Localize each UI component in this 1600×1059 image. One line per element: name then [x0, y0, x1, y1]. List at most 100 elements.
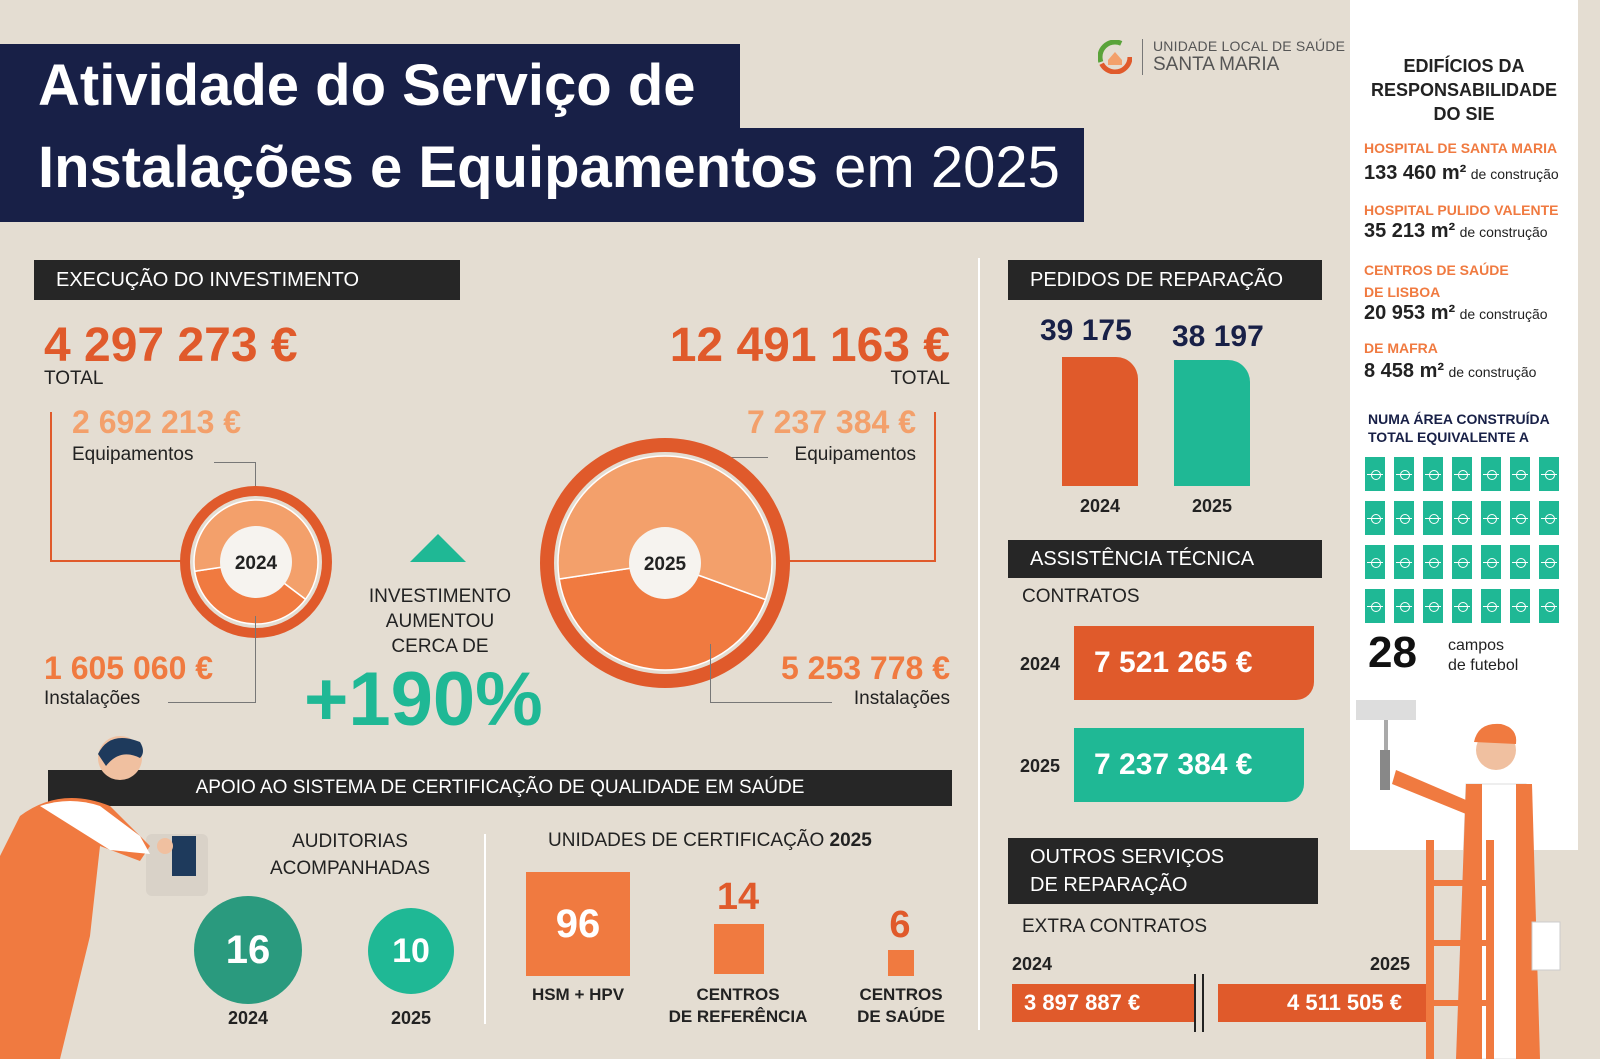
- donut-slice-installations: [558, 562, 767, 671]
- other-value-2025: 4 511 505 €: [1218, 984, 1426, 1022]
- increase-arrow-icon: [410, 534, 466, 562]
- investment-2025-equipment-label: Equipamentos: [794, 444, 916, 465]
- building-area: 35 213 m²: [1364, 220, 1456, 242]
- divider: [1194, 974, 1196, 1032]
- football-field-icon: [1422, 500, 1444, 536]
- repairs-2025-value: 38 197: [1172, 320, 1264, 353]
- repairs-bar-2024: [1062, 356, 1138, 486]
- audits-2024-circle: 16: [194, 896, 302, 1004]
- football-fields-grid: [1364, 456, 1564, 624]
- building-item: CENTROS DE SAÚDE DE LISBOA 20 953 m² de …: [1364, 262, 1548, 325]
- connector-line: [710, 702, 832, 703]
- unit-label-2: DE SAÚDE: [857, 1007, 945, 1026]
- increase-value: +190%: [304, 657, 543, 742]
- audits-year-2024: 2024: [227, 1008, 269, 1028]
- unit-ref-value: 14: [716, 876, 760, 918]
- title-banner-line2: [0, 128, 1084, 222]
- connector-line: [934, 412, 936, 562]
- football-field-icon: [1480, 588, 1502, 624]
- football-field-icon: [1364, 588, 1386, 624]
- building-area: 20 953 m²: [1364, 302, 1456, 324]
- logo-line1: UNIDADE LOCAL DE SAÚDE: [1153, 38, 1346, 54]
- investment-2025-total: 12 491 163 €: [669, 319, 950, 372]
- audits-title-2: ACOMPANHADAS: [269, 858, 431, 879]
- technical-year-2024: 2024: [1020, 654, 1061, 674]
- area-text-2: TOTAL EQUIVALENTE A: [1368, 429, 1530, 445]
- donut-year-label: 2025: [644, 554, 687, 575]
- donut-center: [220, 526, 292, 598]
- football-field-icon: [1538, 588, 1560, 624]
- football-field-icon: [1422, 588, 1444, 624]
- logo: UNIDADE LOCAL DE SAÚDE SANTA MARIA: [1097, 38, 1346, 76]
- units-title-text: UNIDADES DE CERTIFICAÇÃO: [548, 830, 825, 851]
- increase-text-2: AUMENTOU: [385, 611, 495, 632]
- connector-line: [214, 462, 256, 463]
- investment-2025-installations-label: Instalações: [853, 688, 950, 709]
- page-title-line1: Atividade do Serviço de: [38, 53, 696, 118]
- building-item: DE MAFRA 8 458 m² de construção: [1364, 340, 1536, 383]
- audits-year-2025: 2025: [390, 1008, 432, 1028]
- football-field-icon: [1480, 544, 1502, 580]
- unit-ref-square: [714, 924, 764, 974]
- title-banner-line1: [0, 44, 740, 128]
- technical-sub: CONTRATOS: [1022, 586, 1140, 607]
- football-field-icon: [1364, 544, 1386, 580]
- unit-label: CENTROS DE REFERÊNCIA: [654, 984, 822, 1028]
- audits-2025-circle: 10: [368, 908, 454, 994]
- football-field-icon: [1393, 544, 1415, 580]
- page-title-line2: Instalações e Equipamentos em 2025: [38, 134, 1060, 201]
- football-field-icon: [1538, 544, 1560, 580]
- other-sub: EXTRA CONTRATOS: [1022, 916, 1208, 937]
- technical-header: ASSISTÊNCIA TÉCNICA: [1008, 540, 1322, 578]
- area-text-1: NUMA ÁREA CONSTRUÍDA: [1368, 411, 1550, 427]
- connector-line: [780, 560, 936, 562]
- unit-label-1: CENTROS: [859, 985, 943, 1004]
- donut-2025: 2025: [540, 438, 790, 688]
- donut-center: [629, 527, 701, 599]
- unit-label-2: DE REFERÊNCIA: [668, 1007, 808, 1026]
- building-suffix: de construção: [1448, 364, 1537, 380]
- football-field-icon: [1393, 588, 1415, 624]
- audits-title: AUDITORIAS ACOMPANHADAS: [250, 828, 450, 882]
- building-name: CENTROS DE SAÚDE: [1364, 262, 1509, 278]
- building-area: 133 460 m²: [1364, 162, 1467, 184]
- other-header-1: OUTROS SERVIÇOS: [1030, 846, 1225, 868]
- investment-2024-total-label: TOTAL: [44, 368, 104, 389]
- building-item: HOSPITAL DE SANTA MARIA 133 460 m² de co…: [1364, 140, 1559, 185]
- football-field-icon: [1509, 500, 1531, 536]
- investment-2024-total: 4 297 273 €: [44, 319, 298, 372]
- increase-text-1: INVESTIMENTO: [368, 586, 512, 607]
- unit-health-value: 6: [889, 904, 911, 946]
- units-title-year: 2025: [829, 830, 872, 851]
- technical-year-2025: 2025: [1020, 756, 1061, 776]
- unit-hsm-hpv-square: 96: [526, 872, 630, 976]
- connector-line: [168, 702, 256, 703]
- building-suffix: de construção: [1459, 224, 1548, 240]
- repairs-bar-2025: [1174, 359, 1250, 486]
- units-title: UNIDADES DE CERTIFICAÇÃO 2025: [548, 830, 872, 852]
- buildings-title-2: RESPONSABILIDADE: [1370, 80, 1558, 100]
- building-name: HOSPITAL DE SANTA MARIA: [1364, 140, 1558, 156]
- repairs-2024-value: 39 175: [1040, 314, 1132, 347]
- football-field-icon: [1393, 500, 1415, 536]
- other-year-2025: 2025: [1370, 954, 1411, 974]
- increase-text-3: CERCA DE: [391, 636, 489, 657]
- building-name: HOSPITAL PULIDO VALENTE: [1364, 202, 1559, 218]
- unit-label-1: CENTROS: [696, 985, 780, 1004]
- other-header-2: DE REPARAÇÃO: [1030, 874, 1188, 896]
- football-field-icon: [1509, 588, 1531, 624]
- page-title-bold: Instalações e Equipamentos: [38, 135, 819, 200]
- connector-line: [710, 644, 711, 702]
- football-field-icon: [1480, 456, 1502, 492]
- other-header: OUTROS SERVIÇOS DE REPARAÇÃO: [1008, 838, 1318, 904]
- buildings-title-1: EDIFÍCIOS DA: [1403, 56, 1525, 76]
- repairs-header: PEDIDOS DE REPARAÇÃO: [1008, 260, 1322, 300]
- worker-right-illustration: [1356, 700, 1561, 1059]
- increase-text: INVESTIMENTO AUMENTOU CERCA DE: [350, 584, 530, 659]
- football-field-icon: [1509, 456, 1531, 492]
- unit-health-square: [888, 950, 914, 976]
- other-year-2024: 2024: [1012, 954, 1053, 974]
- divider: [484, 834, 486, 1024]
- connector-line: [255, 616, 256, 702]
- repairs-year-2024: 2024: [1079, 496, 1121, 516]
